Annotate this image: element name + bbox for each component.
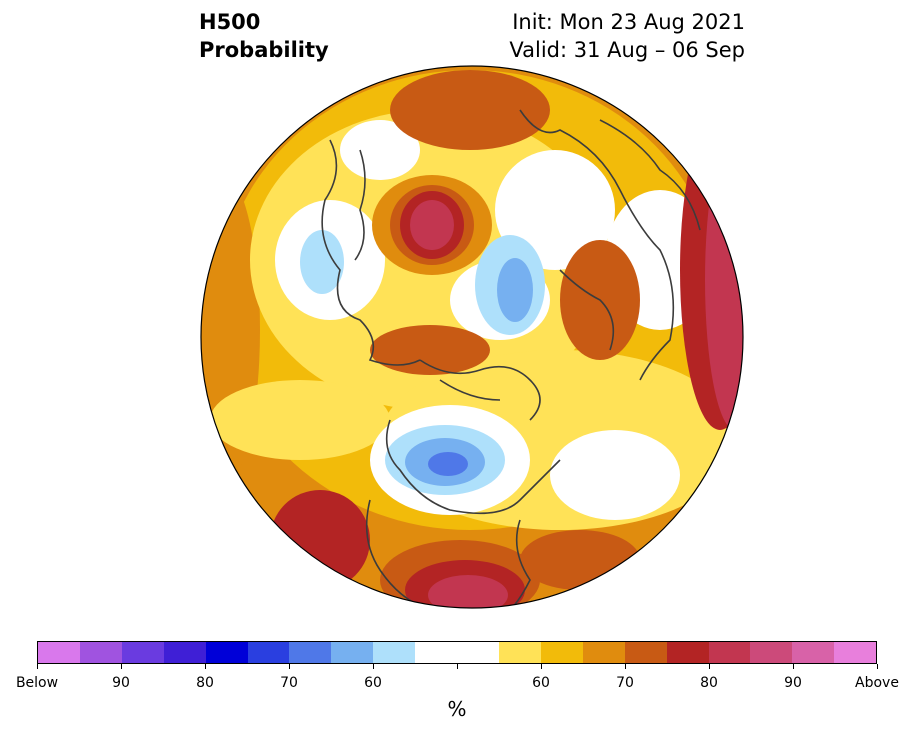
title-line-1: H500 [199, 10, 261, 34]
init-time: Init: Mon 23 Aug 2021 [512, 10, 745, 34]
colorbar-segment [834, 642, 877, 663]
coastline-layer [321, 109, 701, 608]
colorbar-tick-label: 70 [280, 675, 298, 691]
colorbar-tick-label: 80 [700, 675, 718, 691]
colorbar-segment [373, 642, 416, 663]
colorbar-segment [289, 642, 332, 663]
colorbar-tick-label: Below [15, 675, 59, 691]
colorbar-segment [38, 642, 80, 663]
colorbar-tick [36, 664, 38, 669]
colorbar-segment [708, 642, 751, 663]
colorbar-tick-label: 70 [616, 675, 634, 691]
colorbar-tick-label: 60 [532, 675, 550, 691]
colorbar-tick-label: 60 [364, 675, 382, 691]
colorbar-segment [121, 642, 164, 663]
colorbar-unit: % [447, 697, 467, 721]
colorbar-tick-label: 90 [112, 675, 130, 691]
colorbar-tick [120, 664, 122, 669]
colorbar-tick [456, 664, 458, 669]
colorbar-segment [750, 642, 793, 663]
probability-fill-layer [201, 66, 743, 608]
colorbar-segment [415, 642, 458, 663]
colorbar-segment [666, 642, 709, 663]
colorbar-tick [792, 664, 794, 669]
colorbar-tick [708, 664, 710, 669]
colorbar-segment [247, 642, 290, 663]
colorbar-tick [372, 664, 374, 669]
chart-title: H500 Probability [199, 8, 329, 64]
colorbar-tick-label: Above [855, 675, 899, 691]
colorbar-segment [540, 642, 583, 663]
colorbar-tick [624, 664, 626, 669]
colorbar-segment [163, 642, 206, 663]
run-info: Init: Mon 23 Aug 2021 Valid: 31 Aug – 06… [509, 8, 745, 64]
colorbar-tick [288, 664, 290, 669]
colorbar-segment [457, 642, 499, 663]
colorbar-segment [498, 642, 541, 663]
globe-outline [200, 65, 744, 609]
colorbar-tick [204, 664, 206, 669]
colorbar-segment [205, 642, 248, 663]
colorbar-tick [540, 664, 542, 669]
colorbar-segment [331, 642, 374, 663]
colorbar-segment [792, 642, 835, 663]
colorbar-tick-label: 90 [784, 675, 802, 691]
colorbar-segment [624, 642, 667, 663]
valid-period: Valid: 31 Aug – 06 Sep [509, 38, 745, 62]
colorbar-tick-label: 80 [196, 675, 214, 691]
colorbar-segment [582, 642, 625, 663]
title-line-2: Probability [199, 38, 329, 62]
colorbar-tick [876, 664, 878, 669]
colorbar-segment [79, 642, 122, 663]
colorbar [37, 641, 877, 664]
